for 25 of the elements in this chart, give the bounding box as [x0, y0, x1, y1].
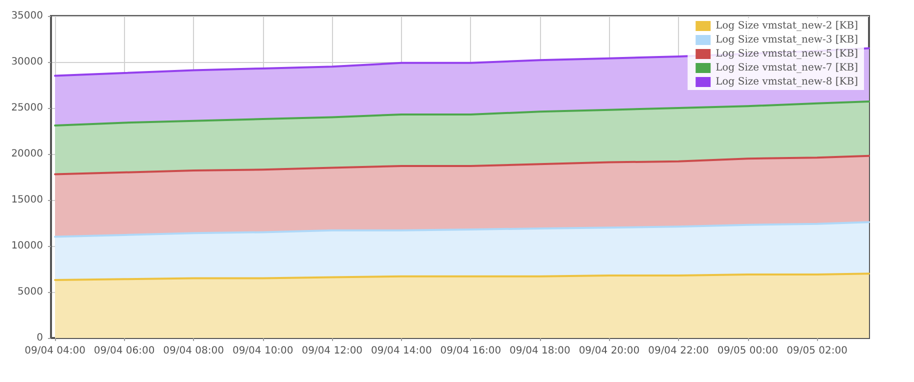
x-tick-label: 09/04 06:00	[94, 346, 155, 356]
x-tick-label: 09/04 18:00	[510, 346, 570, 356]
x-tick-label: 09/04 12:00	[302, 346, 363, 356]
x-tick-label: 09/04 20:00	[578, 346, 640, 356]
y-tick-label: 10000	[11, 240, 43, 252]
x-tick-label: 09/04 04:00	[24, 346, 86, 356]
x-tick-label: 09/05 00:00	[717, 346, 778, 356]
y-tick-label: 15000	[11, 194, 43, 206]
legend-label: Log Size vmstat_new-5 [KB]	[716, 48, 858, 60]
x-tick-label: 09/04 22:00	[648, 346, 709, 356]
x-tick-label: 09/05 02:00	[786, 346, 848, 356]
x-tick-label: 09/04 16:00	[440, 346, 502, 356]
legend-label: Log Size vmstat_new-8 [KB]	[716, 76, 858, 88]
y-tick-label: 25000	[11, 102, 43, 114]
y-tick-label: 5000	[18, 286, 43, 298]
x-tick-label: 09/04 10:00	[232, 346, 294, 356]
y-tick-label: 20000	[11, 148, 43, 160]
y-tick-label: 0	[36, 332, 43, 344]
legend-label: Log Size vmstat_new-7 [KB]	[716, 62, 858, 74]
legend-label: Log Size vmstat_new-3 [KB]	[716, 34, 858, 46]
y-tick-label: 35000	[11, 10, 43, 22]
y-tick-label: 30000	[11, 56, 43, 68]
x-tick-label: 09/04 08:00	[163, 346, 224, 356]
legend-label: Log Size vmstat_new-2 [KB]	[716, 20, 858, 32]
x-tick-label: 09/04 14:00	[370, 346, 432, 356]
